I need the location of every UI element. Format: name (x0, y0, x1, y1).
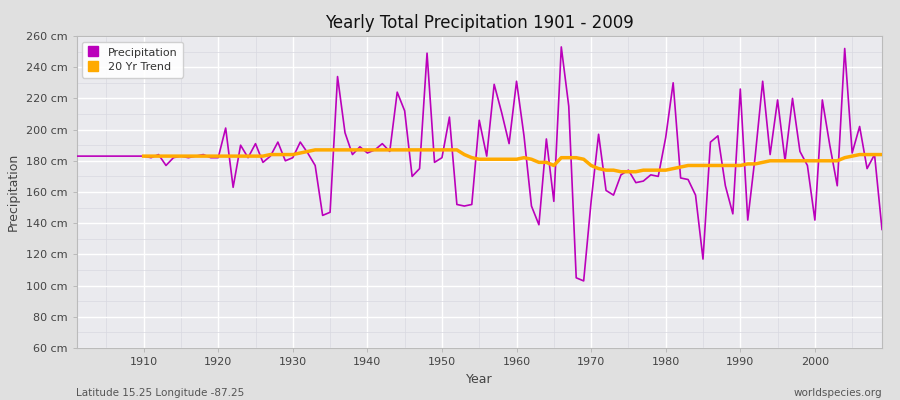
X-axis label: Year: Year (466, 372, 492, 386)
Text: Latitude 15.25 Longitude -87.25: Latitude 15.25 Longitude -87.25 (76, 388, 245, 398)
Text: worldspecies.org: worldspecies.org (794, 388, 882, 398)
Legend: Precipitation, 20 Yr Trend: Precipitation, 20 Yr Trend (82, 42, 183, 78)
Title: Yearly Total Precipitation 1901 - 2009: Yearly Total Precipitation 1901 - 2009 (325, 14, 634, 32)
Y-axis label: Precipitation: Precipitation (7, 153, 20, 231)
